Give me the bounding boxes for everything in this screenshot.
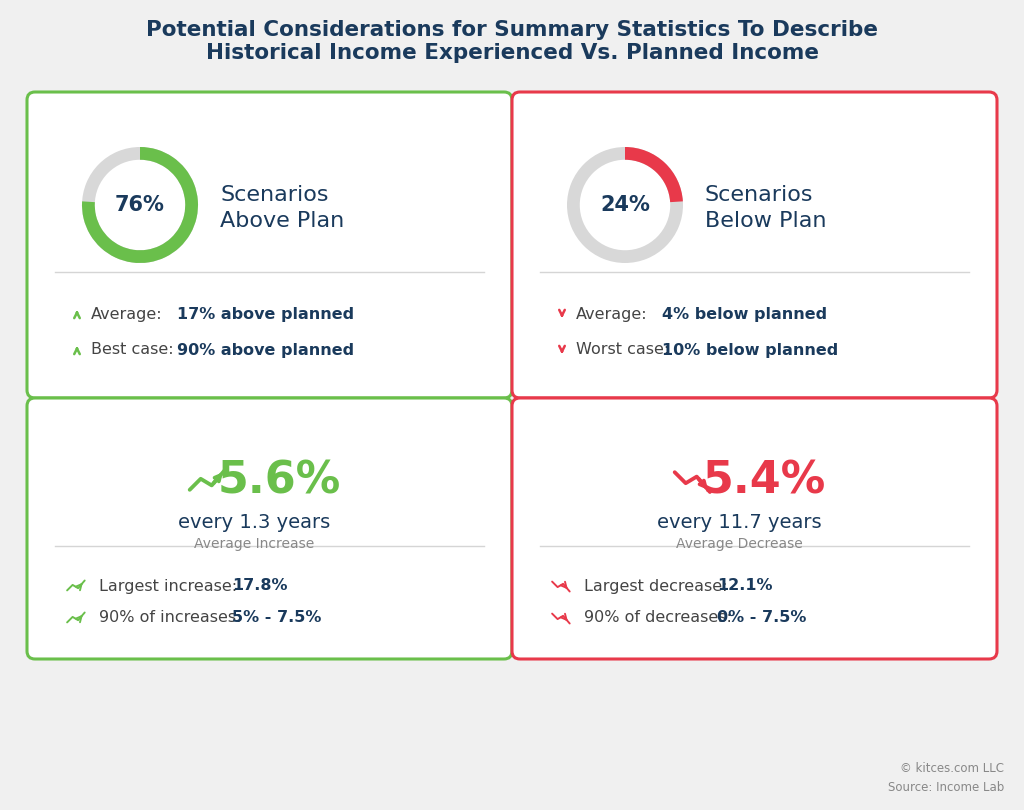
Text: Largest increase:: Largest increase: bbox=[99, 578, 238, 594]
Text: Potential Considerations for Summary Statistics To Describe: Potential Considerations for Summary Sta… bbox=[146, 20, 878, 40]
Wedge shape bbox=[625, 147, 683, 202]
Text: Best case:: Best case: bbox=[91, 343, 174, 357]
Text: 10% below planned: 10% below planned bbox=[662, 343, 839, 357]
Text: 5.6%: 5.6% bbox=[218, 459, 341, 502]
Text: 24%: 24% bbox=[600, 195, 650, 215]
Text: Average:: Average: bbox=[575, 306, 647, 322]
Text: 17% above planned: 17% above planned bbox=[177, 306, 354, 322]
Text: Below Plan: Below Plan bbox=[705, 211, 826, 231]
Text: Above Plan: Above Plan bbox=[220, 211, 344, 231]
Text: 0% - 7.5%: 0% - 7.5% bbox=[717, 611, 806, 625]
Text: 17.8%: 17.8% bbox=[232, 578, 288, 594]
Text: 90% of increases:: 90% of increases: bbox=[99, 611, 242, 625]
Text: 90% above planned: 90% above planned bbox=[177, 343, 354, 357]
Text: Scenarios: Scenarios bbox=[220, 185, 329, 205]
Text: Scenarios: Scenarios bbox=[705, 185, 813, 205]
Text: 5.4%: 5.4% bbox=[702, 459, 826, 502]
Text: © kitces.com LLC
Source: Income Lab: © kitces.com LLC Source: Income Lab bbox=[888, 762, 1004, 794]
FancyBboxPatch shape bbox=[512, 398, 997, 659]
Text: Historical Income Experienced Vs. Planned Income: Historical Income Experienced Vs. Planne… bbox=[206, 43, 818, 63]
Text: every 1.3 years: every 1.3 years bbox=[178, 514, 331, 532]
Wedge shape bbox=[82, 147, 198, 263]
Text: Average Decrease: Average Decrease bbox=[676, 537, 803, 551]
Text: every 11.7 years: every 11.7 years bbox=[657, 514, 822, 532]
FancyBboxPatch shape bbox=[27, 92, 512, 398]
Text: Average Increase: Average Increase bbox=[195, 537, 314, 551]
Text: Largest decrease:: Largest decrease: bbox=[584, 578, 727, 594]
Text: 90% of decreases:: 90% of decreases: bbox=[584, 611, 732, 625]
Wedge shape bbox=[567, 147, 683, 263]
Text: 5% - 7.5%: 5% - 7.5% bbox=[232, 611, 322, 625]
FancyBboxPatch shape bbox=[27, 398, 512, 659]
Text: Average:: Average: bbox=[91, 306, 163, 322]
Text: 12.1%: 12.1% bbox=[717, 578, 772, 594]
Wedge shape bbox=[82, 147, 198, 263]
Text: 76%: 76% bbox=[115, 195, 165, 215]
Text: Worst case:: Worst case: bbox=[575, 343, 670, 357]
FancyBboxPatch shape bbox=[512, 92, 997, 398]
Text: 4% below planned: 4% below planned bbox=[662, 306, 827, 322]
